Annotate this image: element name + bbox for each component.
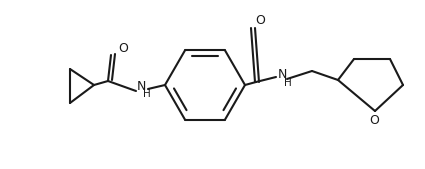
Text: N: N (136, 79, 146, 92)
Text: O: O (118, 42, 128, 55)
Text: H: H (143, 89, 151, 99)
Text: H: H (284, 78, 292, 88)
Text: O: O (255, 15, 265, 28)
Text: O: O (369, 114, 379, 127)
Text: N: N (277, 68, 287, 81)
